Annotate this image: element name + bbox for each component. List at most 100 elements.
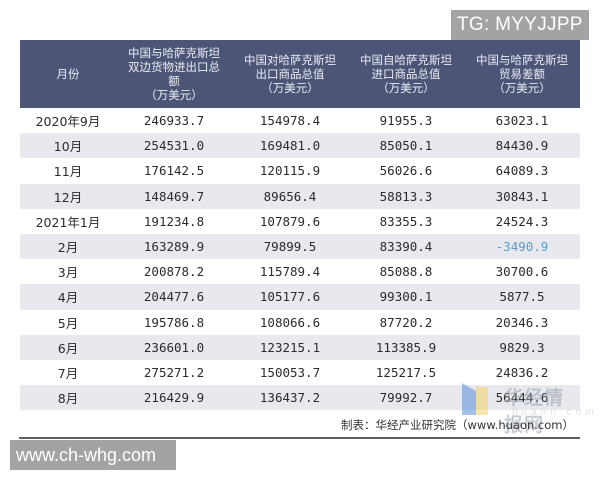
column-header-line: 双边货物进出口总 [128,60,220,74]
table-row: 11月 176142.5 120115.9 56026.6 64089.3 [20,158,580,184]
column-header-line: 额 [168,74,180,88]
table-row: 2021年1月 191234.8 107879.6 83355.3 24524.3 [20,208,580,234]
site-watermark: www.ch-whg.com [10,440,176,470]
cell-balance: 20346.3 [464,309,580,335]
cell-balance: 30700.6 [464,259,580,285]
cell-total: 176142.5 [116,158,232,184]
cell-export: 120115.9 [232,158,348,184]
column-header-line: 中国与哈萨克斯坦 [476,53,568,67]
cell-export: 107879.6 [232,208,348,234]
table-row: 6月 236601.0 123215.1 113385.9 9829.3 [20,334,580,360]
cell-month: 2021年1月 [20,208,116,234]
column-header-line: （万美元） [261,81,319,95]
cell-balance: 5877.5 [464,284,580,310]
cell-import: 58813.3 [348,183,464,209]
source-text: 制表：华经产业研究院（www.huaon.com） [341,418,574,432]
column-header-line: （万美元） [377,81,435,95]
cell-export: 89656.4 [232,183,348,209]
table-row: 4月 204477.6 105177.6 99300.1 5877.5 [20,284,580,310]
cell-total: 195786.8 [116,309,232,335]
cell-import: 85088.8 [348,259,464,285]
cell-import: 91955.3 [348,108,464,134]
tg-watermark: TG: MYYJJPP [451,10,589,40]
cell-total: 148469.7 [116,183,232,209]
cell-import: 113385.9 [348,334,464,360]
cell-balance: 30843.1 [464,183,580,209]
table-row: 8月 216429.9 136437.2 79992.7 56444.6 [20,385,580,411]
table-header: 月份 中国与哈萨克斯坦 双边货物进出口总额（万美元） 中国对哈萨克斯坦 出口商品总值 （万… [20,40,580,108]
cell-export: 150053.7 [232,359,348,386]
column-header-line: （万美元） [493,81,551,95]
cell-export: 169481.0 [232,133,348,159]
cell-month: 11月 [20,158,116,184]
cell-month: 2月 [20,233,116,260]
table-row: 2020年9月 246933.7 154978.4 91955.3 63023.1 [20,108,580,134]
source-caption: 制表：华经产业研究院（www.huaon.com） [20,414,580,436]
cell-month: 6月 [20,334,116,360]
column-header-0: 月份 [20,40,116,108]
table-row: 7月 275271.2 150053.7 125217.5 24836.2 [20,359,580,386]
cell-import: 79992.7 [348,385,464,411]
cell-import: 125217.5 [348,359,464,386]
column-header-line: 中国对哈萨克斯坦 [244,53,336,67]
cell-month: 4月 [20,284,116,310]
cell-export: 108066.6 [232,309,348,335]
cell-balance: 64089.3 [464,158,580,184]
column-header-line: 出口商品总值 [255,67,325,81]
cell-month: 8月 [20,385,116,411]
cell-total: 200878.2 [116,259,232,285]
header-row: 月份 中国与哈萨克斯坦 双边货物进出口总额（万美元） 中国对哈萨克斯坦 出口商品总值 （万… [20,40,580,108]
cell-import: 83355.3 [348,208,464,234]
cell-export: 79899.5 [232,233,348,260]
table-row: 3月 200878.2 115789.4 85088.8 30700.6 [20,259,580,285]
column-header-line: 月份 [56,67,80,81]
cell-balance: 9829.3 [464,334,580,360]
cell-month: 3月 [20,259,116,285]
cell-export: 115789.4 [232,259,348,285]
column-header-line: 贸易差额 [499,67,545,81]
table-row: 10月 254531.0 169481.0 85050.1 84430.9 [20,133,580,159]
cell-export: 154978.4 [232,108,348,134]
column-header-line: 中国与哈萨克斯坦 [128,46,220,60]
cell-total: 163289.9 [116,233,232,260]
trade-table: 月份 中国与哈萨克斯坦 双边货物进出口总额（万美元） 中国对哈萨克斯坦 出口商品总值 （万… [20,40,580,411]
column-header-line: 进口商品总值 [371,67,441,81]
cell-month: 12月 [20,183,116,209]
cell-total: 216429.9 [116,385,232,411]
cell-export: 123215.1 [232,334,348,360]
cell-import: 87720.2 [348,309,464,335]
table-row: 12月 148469.7 89656.4 58813.3 30843.1 [20,183,580,209]
cell-total: 204477.6 [116,284,232,310]
cell-balance: 63023.1 [464,108,580,134]
cell-export: 105177.6 [232,284,348,310]
cell-balance: 84430.9 [464,133,580,159]
cell-import: 83390.4 [348,233,464,260]
table-row: 2月 163289.9 79899.5 83390.4 -3490.9 [20,233,580,260]
column-header-4: 中国与哈萨克斯坦 贸易差额 （万美元） [464,40,580,108]
cell-total: 275271.2 [116,359,232,386]
cell-import: 85050.1 [348,133,464,159]
cell-total: 236601.0 [116,334,232,360]
cell-import: 56026.6 [348,158,464,184]
cell-month: 2020年9月 [20,108,116,134]
cell-total: 254531.0 [116,133,232,159]
cell-month: 7月 [20,359,116,386]
column-header-line: （万美元） [145,88,203,102]
cell-total: 191234.8 [116,208,232,234]
cell-export: 136437.2 [232,385,348,411]
column-header-2: 中国对哈萨克斯坦 出口商品总值 （万美元） [232,40,348,108]
table-body: 2020年9月 246933.7 154978.4 91955.3 63023.1 10月… [20,108,580,411]
cell-import: 99300.1 [348,284,464,310]
cell-balance: 56444.6 [464,385,580,411]
column-header-1: 中国与哈萨克斯坦 双边货物进出口总额（万美元） [116,40,232,108]
cell-total: 246933.7 [116,108,232,134]
cell-month: 5月 [20,309,116,335]
cell-balance: -3490.9 [464,233,580,260]
column-header-line: 中国自哈萨克斯坦 [360,53,452,67]
cell-balance: 24836.2 [464,359,580,386]
cell-balance: 24524.3 [464,208,580,234]
trade-table-container: 月份 中国与哈萨克斯坦 双边货物进出口总额（万美元） 中国对哈萨克斯坦 出口商品总值 （万… [20,40,580,411]
column-header-3: 中国自哈萨克斯坦 进口商品总值 （万美元） [348,40,464,108]
cell-month: 10月 [20,133,116,159]
table-row: 5月 195786.8 108066.6 87720.2 20346.3 [20,309,580,335]
